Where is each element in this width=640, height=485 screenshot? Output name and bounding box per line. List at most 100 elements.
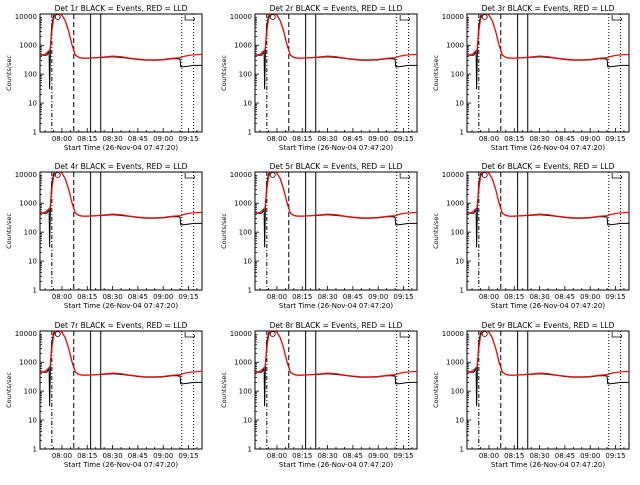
corner-step-marker [399, 173, 410, 179]
x-tick-label: 08:15 [77, 452, 97, 460]
x-tick-label: 08:15 [292, 452, 312, 460]
detector-plot-2: 1 10 100 1000 10000 08:00 08:15 08:30 08:45 09:00… [220, 4, 418, 152]
plot-frame [254, 330, 418, 450]
x-tick-label: 08:30 [529, 135, 549, 143]
y-tick-label: 100 [24, 388, 37, 396]
x-tick-label: 08:30 [102, 293, 122, 301]
plot-frame [39, 330, 203, 450]
y-tick-label: 10000 [15, 171, 37, 179]
x-tick-label: 09:15 [605, 135, 625, 143]
y-axis-label: Counts/sec [432, 213, 440, 249]
plot-frame [254, 13, 418, 133]
corner-step-marker [399, 15, 410, 21]
x-tick-label: 08:00 [479, 452, 499, 460]
y-tick-label: 10000 [230, 13, 252, 21]
y-tick-label: 1000 [234, 200, 252, 208]
x-tick-label: 09:15 [178, 293, 198, 301]
y-tick-label: 10 [455, 258, 464, 266]
y-tick-label: 1 [248, 129, 252, 137]
x-tick-label: 09:00 [368, 293, 388, 301]
x-tick-label: 08:45 [343, 135, 363, 143]
detector-plot-4: 1 10 100 1000 10000 08:00 08:15 08:30 08:45 09:00… [5, 162, 203, 310]
y-tick-label: 1 [248, 287, 252, 295]
x-axis-label: Start Time (26-Nov-04 07:47:20) [491, 302, 605, 310]
detector-plot-5: 1 10 100 1000 10000 08:00 08:15 08:30 08:45 09:00… [220, 162, 418, 310]
series-events-line [40, 14, 202, 90]
y-tick-label: 1 [33, 129, 37, 137]
series-lld-line [255, 14, 417, 61]
series-events-line [40, 172, 202, 248]
open-circle-marker [269, 14, 276, 20]
corner-step-marker [184, 173, 195, 179]
x-tick-label: 09:15 [178, 452, 198, 460]
x-tick-label: 08:45 [343, 293, 363, 301]
x-axis-label: Start Time (26-Nov-04 07:47:20) [64, 302, 178, 310]
x-tick-label: 08:45 [128, 452, 148, 460]
open-circle-marker [481, 172, 488, 178]
plot-title: Det 4r BLACK = Events, RED = LLD [55, 162, 188, 171]
series-events-line [467, 331, 629, 407]
corner-step-marker [611, 173, 622, 179]
series-events-line [255, 14, 417, 90]
x-tick-label: 08:15 [504, 135, 524, 143]
x-tick-label: 08:15 [292, 293, 312, 301]
x-tick-label: 08:45 [555, 452, 575, 460]
y-axis-label: Counts/sec [432, 55, 440, 91]
x-tick-label: 09:15 [605, 452, 625, 460]
open-circle-marker [481, 331, 488, 337]
y-tick-label: 10000 [230, 330, 252, 338]
y-tick-label: 1000 [446, 42, 464, 50]
series-events-line [40, 331, 202, 407]
series-lld-line [40, 172, 202, 219]
x-axis-label: Start Time (26-Nov-04 07:47:20) [491, 144, 605, 152]
x-tick-label: 09:00 [368, 135, 388, 143]
series-lld-line [255, 172, 417, 219]
plot-title: Det 8r BLACK = Events, RED = LLD [270, 321, 403, 330]
y-tick-label: 1000 [19, 42, 37, 50]
y-tick-label: 1000 [19, 200, 37, 208]
series-events-line [255, 172, 417, 248]
x-axis-label: Start Time (26-Nov-04 07:47:20) [279, 461, 393, 469]
y-tick-label: 100 [24, 229, 37, 237]
y-tick-label: 1000 [19, 359, 37, 367]
y-tick-label: 100 [451, 229, 464, 237]
series-lld-line [467, 331, 629, 378]
y-tick-label: 100 [24, 71, 37, 79]
y-axis-label: Counts/sec [5, 372, 13, 408]
x-tick-label: 09:00 [368, 452, 388, 460]
x-tick-label: 08:00 [267, 452, 287, 460]
y-tick-label: 10000 [230, 171, 252, 179]
y-tick-label: 10 [28, 417, 37, 425]
x-tick-label: 08:45 [128, 293, 148, 301]
y-tick-label: 1 [460, 446, 464, 454]
x-tick-label: 08:00 [52, 135, 72, 143]
x-axis-label: Start Time (26-Nov-04 07:47:20) [64, 144, 178, 152]
x-axis-label: Start Time (26-Nov-04 07:47:20) [279, 302, 393, 310]
x-tick-label: 08:15 [292, 135, 312, 143]
x-tick-label: 08:45 [343, 452, 363, 460]
detector-plot-3: 1 10 100 1000 10000 08:00 08:15 08:30 08:45 09:00… [432, 4, 630, 152]
y-tick-label: 10 [243, 258, 252, 266]
y-axis-label: Counts/sec [432, 372, 440, 408]
plot-title: Det 2r BLACK = Events, RED = LLD [270, 4, 403, 13]
x-tick-label: 09:15 [178, 135, 198, 143]
open-circle-marker [54, 331, 61, 337]
plot-frame [466, 330, 630, 450]
x-tick-label: 08:45 [128, 135, 148, 143]
plot-title: Det 1r BLACK = Events, RED = LLD [55, 4, 188, 13]
y-tick-label: 100 [239, 388, 252, 396]
x-tick-label: 08:30 [529, 293, 549, 301]
y-tick-label: 1 [460, 287, 464, 295]
x-tick-label: 09:00 [580, 135, 600, 143]
corner-step-marker [611, 332, 622, 338]
detector-plot-6: 1 10 100 1000 10000 08:00 08:15 08:30 08:45 09:00… [432, 162, 630, 310]
x-tick-label: 09:15 [605, 293, 625, 301]
series-lld-line [467, 14, 629, 61]
y-tick-label: 10 [28, 258, 37, 266]
x-tick-label: 08:30 [317, 452, 337, 460]
y-tick-label: 1000 [446, 200, 464, 208]
y-tick-label: 10 [455, 417, 464, 425]
y-tick-label: 10 [243, 100, 252, 108]
y-tick-label: 10000 [442, 13, 464, 21]
